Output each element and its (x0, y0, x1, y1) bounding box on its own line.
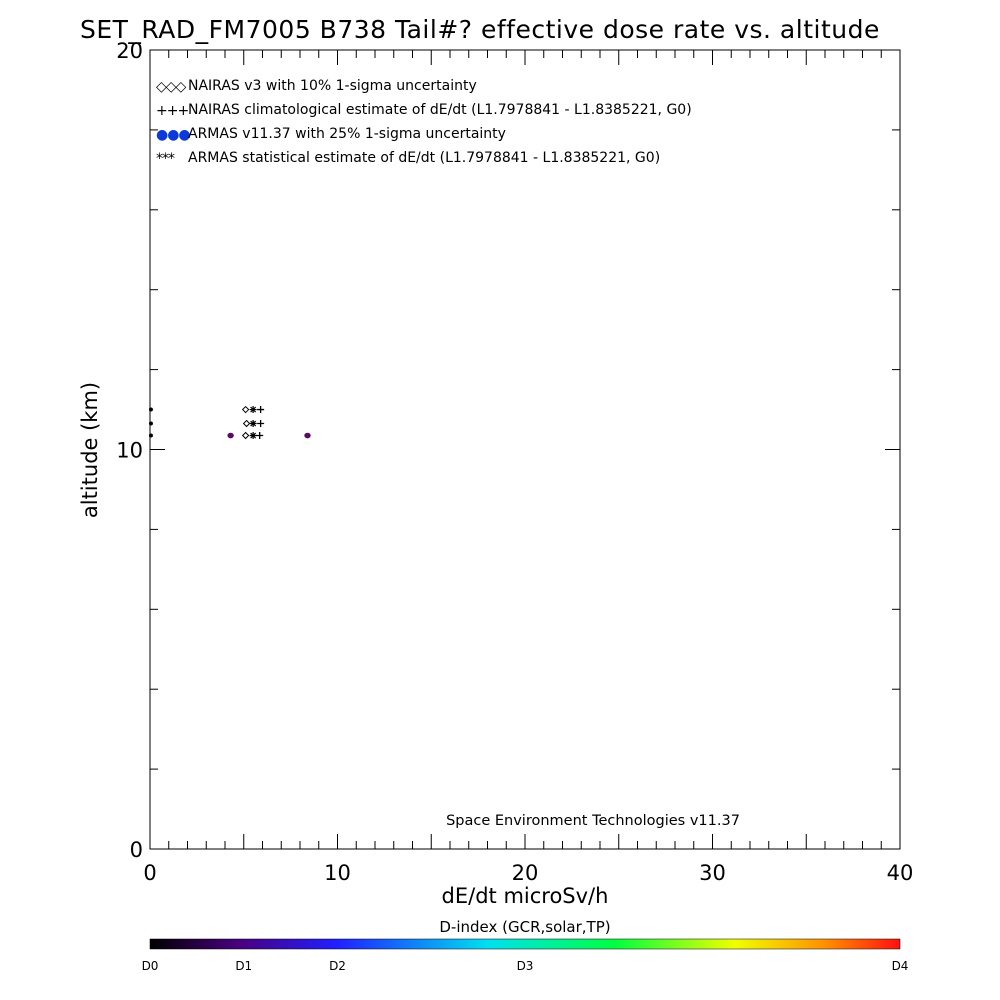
colorbar-label: D3 (517, 959, 534, 973)
legend-symbol: ◇◇◇ (156, 79, 187, 95)
x-tick-label: 10 (324, 861, 351, 885)
tick-labels: 0 10 20 30 40 0 10 20 (116, 39, 913, 885)
plus-marker (257, 406, 265, 414)
colorbar-title: D-index (GCR,solar,TP) (439, 918, 610, 936)
legend-symbol: *** (156, 151, 175, 167)
legend-symbol: +++ (156, 103, 188, 119)
y-tick-label: 0 (130, 838, 143, 862)
legend-label: NAIRAS climatological estimate of dE/dt … (188, 102, 692, 118)
chart-title: SET_RAD_FM7005 B738 Tail#? effective dos… (80, 15, 880, 44)
y-tick-label: 10 (116, 439, 143, 463)
x-tick-label: 40 (887, 861, 914, 885)
edge-marker (148, 421, 153, 426)
colorbar-label: D2 (329, 959, 346, 973)
legend-label: ARMAS statistical estimate of dE/dt (L1.… (188, 150, 660, 166)
diamond-marker (241, 431, 250, 440)
x-tick-label: 0 (143, 861, 156, 885)
x-tick-label: 20 (512, 861, 539, 885)
colorbar (149, 938, 901, 950)
plot-frame (149, 49, 901, 850)
asterisk-marker (249, 420, 257, 428)
colorbar-label: D4 (892, 959, 909, 973)
armas-dot-marker (227, 432, 234, 439)
colorbar-labels: D0 D1 D2 D3 D4 (142, 959, 909, 973)
armas-dot-marker (304, 432, 311, 439)
diamond-marker (241, 405, 250, 414)
legend: ◇◇◇ NAIRAS v3 with 10% 1-sigma uncertaint… (156, 78, 692, 167)
y-axis-label: altitude (km) (78, 382, 102, 518)
plus-marker (257, 420, 265, 428)
edge-marker (148, 433, 153, 438)
data-markers (148, 405, 311, 440)
asterisk-marker (249, 406, 257, 414)
x-axis-label: dE/dt microSv/h (442, 884, 609, 908)
tick-marks (150, 50, 900, 849)
colorbar-label: D0 (142, 959, 159, 973)
colorbar-label: D1 (235, 959, 252, 973)
edge-marker (148, 407, 153, 412)
credit-text: Space Environment Technologies v11.37 (446, 813, 740, 829)
diamond-marker (242, 419, 251, 428)
y-tick-label: 20 (116, 39, 143, 63)
asterisk-marker (249, 432, 257, 440)
legend-symbol: ●●● (156, 127, 190, 143)
legend-label: NAIRAS v3 with 10% 1-sigma uncertainty (188, 78, 477, 94)
plus-marker (256, 432, 264, 440)
legend-label: ARMAS v11.37 with 25% 1-sigma uncertaint… (188, 126, 506, 142)
x-tick-label: 30 (699, 861, 726, 885)
